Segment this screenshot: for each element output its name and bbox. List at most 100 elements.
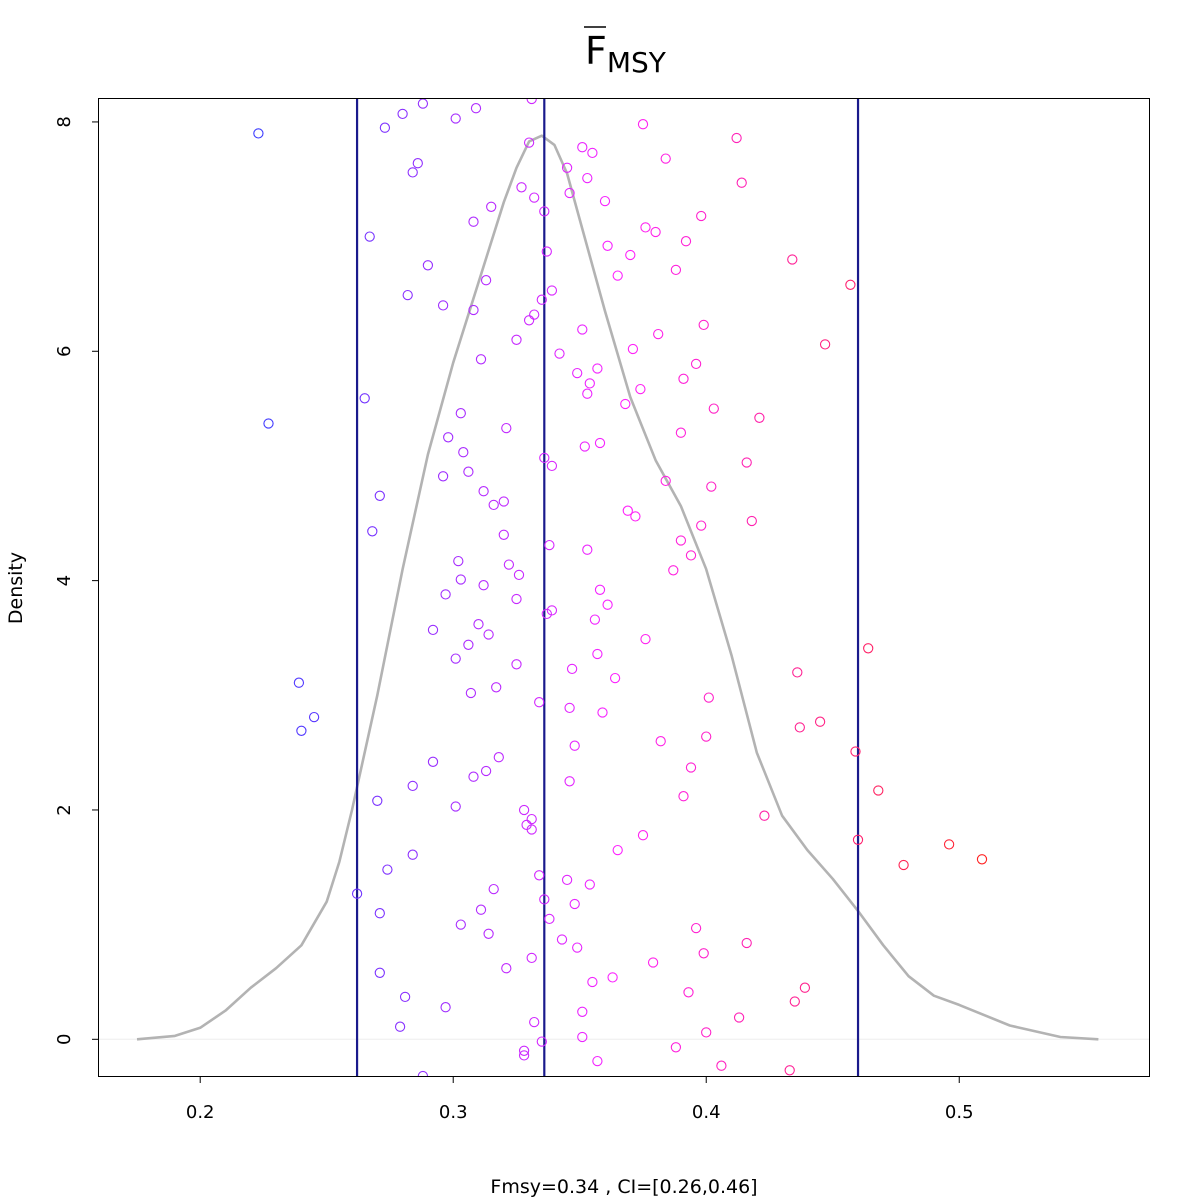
data-point (850, 746, 861, 757)
data-point (607, 972, 618, 983)
data-point (731, 132, 742, 144)
data-point (577, 1006, 588, 1017)
data-point (539, 206, 550, 217)
data-point (627, 343, 639, 355)
data-point (478, 580, 489, 591)
data-point (523, 315, 535, 326)
data-point (564, 776, 575, 787)
data-point (407, 780, 418, 792)
data-point (379, 122, 391, 133)
data-point (976, 854, 988, 865)
data-point (759, 810, 770, 821)
data-point (819, 339, 831, 350)
data-point (488, 499, 499, 511)
data-point (799, 982, 811, 993)
data-point (475, 354, 487, 365)
data-point (382, 864, 393, 875)
data-point (599, 195, 611, 207)
data-point (612, 844, 623, 856)
data-point (640, 222, 651, 233)
data-point (374, 490, 385, 501)
data-point (407, 849, 418, 860)
data-point (564, 702, 575, 714)
data-point (863, 643, 874, 654)
data-point (630, 511, 641, 522)
data-point (437, 300, 449, 311)
data-point (486, 201, 497, 212)
data-point (541, 246, 552, 257)
plot-area (99, 99, 1149, 1076)
data-point (293, 677, 305, 688)
density-curve (136, 134, 1099, 1041)
data-point (546, 285, 558, 296)
data-point (592, 1055, 603, 1067)
data-point (483, 629, 494, 640)
data-point (706, 481, 717, 492)
data-point (625, 249, 636, 261)
data-point (561, 874, 573, 886)
plot-title: FMSY (585, 29, 667, 79)
data-point (845, 279, 856, 290)
data-point (670, 264, 682, 276)
data-point (690, 358, 702, 370)
data-point (561, 162, 573, 173)
data-point (491, 682, 502, 693)
data-point (544, 539, 555, 551)
data-point (690, 922, 702, 934)
data-point (374, 908, 385, 919)
data-point (450, 801, 461, 812)
data-point (579, 441, 590, 452)
data-point (597, 707, 608, 718)
data-point (577, 1031, 588, 1043)
data-point (518, 1045, 530, 1056)
data-point (526, 813, 537, 825)
data-point (546, 460, 558, 472)
data-point (577, 142, 588, 153)
data-point (437, 471, 449, 482)
data-point (637, 119, 649, 130)
data-point (394, 1021, 406, 1032)
data-point (372, 795, 383, 806)
data-point (544, 913, 555, 925)
data-point (741, 937, 752, 949)
data-point (263, 418, 274, 429)
data-point (685, 762, 697, 773)
data-point (374, 967, 385, 978)
data-point (440, 589, 451, 600)
data-point (696, 210, 707, 222)
data-point (746, 515, 757, 527)
data-point (678, 791, 689, 802)
data-point (678, 373, 689, 384)
data-point (587, 147, 598, 159)
data-point (794, 722, 805, 733)
data-point (612, 270, 623, 281)
data-point (465, 687, 477, 699)
data-point (364, 231, 375, 242)
data-point (582, 544, 593, 555)
data-point (792, 667, 803, 678)
data-point (655, 736, 666, 747)
data-point (701, 1027, 712, 1038)
plot-frame (98, 98, 1150, 1077)
data-point (450, 653, 461, 664)
data-point (511, 659, 522, 670)
data-point (498, 496, 509, 507)
data-point (523, 137, 535, 148)
data-point (572, 367, 583, 379)
data-point (716, 1060, 727, 1071)
data-point (660, 153, 671, 164)
data-point (622, 505, 633, 516)
data-point (427, 624, 439, 636)
data-point (675, 535, 687, 546)
data-point (417, 1070, 429, 1076)
data-point (498, 529, 509, 540)
data-point (463, 466, 474, 477)
data-point (572, 942, 583, 953)
axes: 0.2 0.3 0.4 0.5 0 2 4 6 8 (54, 116, 974, 1123)
data-point (501, 963, 512, 974)
y-tick-label: 4 (54, 575, 75, 586)
data-point (468, 216, 479, 227)
data-point (541, 608, 552, 620)
data-point (703, 692, 714, 703)
data-point (529, 1016, 540, 1028)
